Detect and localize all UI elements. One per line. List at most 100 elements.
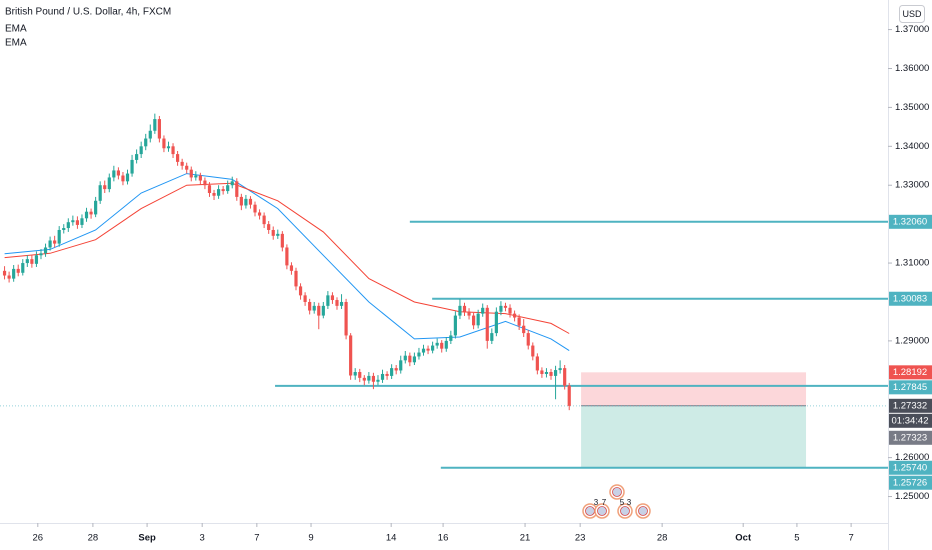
y-tick-label: 1.37000 — [895, 24, 929, 35]
candle-body — [403, 355, 407, 361]
y-tick-label: 1.33000 — [895, 180, 929, 191]
candle-body — [512, 313, 517, 318]
stop-zone — [581, 372, 807, 406]
candle-body — [171, 146, 175, 155]
candle-body — [162, 138, 166, 149]
y-tick-label: 1.36000 — [895, 63, 929, 74]
x-tick-label: 28 — [88, 533, 99, 544]
candle-body — [139, 146, 143, 155]
candle-body — [298, 286, 303, 296]
candle-body — [449, 335, 453, 341]
candle-body — [135, 154, 139, 160]
price-tag-label: 1.30083 — [893, 293, 927, 304]
candle-body — [362, 377, 366, 381]
currency-button-label[interactable]: USD — [902, 9, 922, 19]
candle-body — [226, 185, 230, 192]
event-flag — [620, 506, 630, 516]
event-flag — [612, 487, 622, 497]
candle-body — [467, 311, 471, 316]
candle-body — [503, 305, 508, 308]
candle-body — [239, 196, 243, 206]
candle-body — [84, 211, 89, 219]
candle-body — [540, 370, 544, 374]
price-tag-label: 1.27332 — [893, 400, 927, 411]
candle-body — [294, 270, 298, 287]
candle-body — [380, 373, 385, 380]
price-tag — [889, 291, 932, 306]
y-tick-label: 1.25000 — [895, 491, 929, 502]
event-count: 3 — [627, 498, 632, 507]
candle-body — [66, 222, 70, 229]
candle-body — [221, 189, 225, 192]
price-tag — [889, 430, 932, 445]
event-flag — [585, 506, 595, 516]
y-tick-label: 1.29000 — [895, 335, 929, 346]
candle-body — [235, 181, 239, 197]
candle-body — [472, 315, 476, 326]
candle-body — [276, 233, 280, 236]
candle-body — [62, 228, 66, 230]
candle-body — [185, 165, 189, 170]
x-tick-label: Sep — [138, 533, 156, 544]
x-tick-label: 7 — [254, 533, 259, 544]
candle-body — [253, 204, 257, 213]
candle-body — [48, 240, 52, 248]
x-tick-label: 16 — [438, 533, 449, 544]
x-tick-label: 28 — [657, 533, 668, 544]
candle-body — [75, 220, 80, 225]
x-tick-label: 3 — [200, 533, 205, 544]
candle-body — [431, 345, 435, 351]
x-tick-label: 26 — [33, 533, 44, 544]
candle-body — [394, 368, 398, 371]
candle-body — [558, 368, 562, 371]
price-axis: 1.37000 1.36000 1.35000 1.34000 1.33000 1.310… — [888, 24, 932, 502]
candle-body — [531, 345, 535, 357]
candle-body — [2, 270, 7, 276]
price-tag-label: 1.27845 — [893, 382, 927, 393]
y-tick-label: 1.26000 — [895, 452, 929, 463]
candle-body — [280, 233, 284, 248]
candle-body — [317, 305, 321, 316]
price-tag-label: 1.28192 — [893, 367, 927, 378]
currency-button[interactable] — [899, 5, 925, 23]
price-tag — [889, 475, 932, 490]
candle-body — [94, 200, 98, 215]
candle-body — [535, 356, 539, 371]
candle-body — [189, 169, 193, 178]
event-count: 3 — [594, 498, 599, 507]
candle-body — [444, 340, 448, 349]
candle-body — [248, 198, 253, 205]
indicator-label: EMA — [5, 38, 27, 49]
candle-body — [526, 333, 530, 346]
candle-body — [553, 370, 558, 376]
candle-body — [335, 300, 339, 306]
candle-body — [53, 240, 57, 244]
candle-body — [289, 265, 294, 271]
candle-body — [485, 307, 489, 341]
candle-body — [358, 372, 362, 378]
price-tag-label: 1.25726 — [893, 477, 927, 488]
candle-body — [244, 198, 248, 206]
candle-body — [7, 275, 11, 279]
x-tick-label: 23 — [575, 533, 586, 544]
x-tick-label: Oct — [735, 533, 752, 544]
candle-body — [390, 368, 394, 376]
candle-body — [499, 305, 503, 312]
price-tag-label: 1.25740 — [893, 462, 927, 473]
candle-body — [130, 159, 134, 174]
candle-body — [417, 352, 421, 357]
candle-body — [166, 146, 171, 149]
x-tick-label: 5 — [794, 533, 799, 544]
candle-body — [148, 130, 152, 139]
y-tick-label: 1.34000 — [895, 141, 929, 152]
candle-body — [267, 224, 271, 230]
candle-body — [98, 185, 102, 201]
candle-body — [330, 295, 335, 301]
candle-body — [421, 348, 426, 353]
candle-body — [399, 360, 403, 371]
candle-body — [34, 255, 39, 264]
candle-body — [367, 375, 371, 381]
price-tag — [889, 460, 932, 475]
